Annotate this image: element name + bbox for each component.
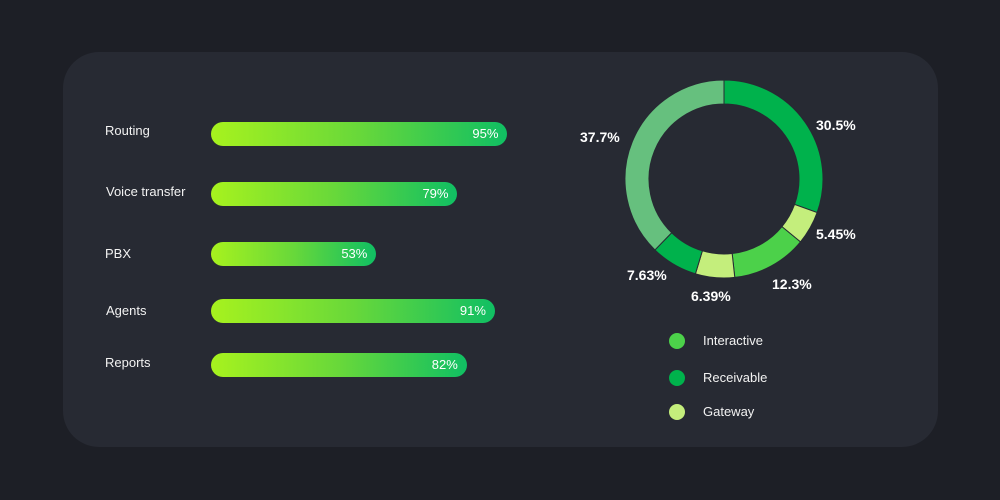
slice-label-37-7: 37.7% — [580, 129, 620, 145]
bar-label-agents: Agents — [106, 303, 147, 318]
bar-routing: 95% — [211, 122, 508, 146]
slice-label-5-45: 5.45% — [816, 226, 856, 242]
bar-value-agents: 91% — [459, 303, 486, 318]
slice-label-6-39: 6.39% — [691, 288, 731, 304]
legend-label-interactive: Interactive — [703, 333, 763, 348]
bar-reports: 82% — [211, 353, 467, 377]
legend-dot-interactive — [669, 333, 685, 349]
slice-label-12-3: 12.3% — [772, 276, 812, 292]
bar-agents: 91% — [211, 299, 495, 323]
bar-label-voice-transfer: Voice transfer — [106, 184, 186, 199]
bar-value-reports: 82% — [431, 357, 458, 372]
slice-label-30-5: 30.5% — [816, 117, 856, 133]
bar-value-routing: 95% — [472, 126, 499, 141]
bar-value-pbx: 53% — [341, 246, 368, 261]
slice-label-7-63: 7.63% — [627, 267, 667, 283]
bar-label-pbx: PBX — [105, 246, 132, 261]
bar-label-routing: Routing — [105, 123, 150, 138]
legend-dot-receivable — [669, 370, 685, 386]
legend-label-gateway: Gateway — [703, 404, 755, 419]
donut-slice-37-7 — [624, 79, 725, 251]
bar-voice-transfer: 79% — [211, 182, 458, 206]
donut-slice-30-5 — [723, 79, 824, 214]
bar-value-voice-transfer: 79% — [422, 186, 449, 201]
bar-label-reports: Reports — [105, 355, 151, 370]
bar-pbx: 53% — [211, 242, 377, 266]
donut-slice-12-3 — [731, 225, 802, 278]
legend-dot-gateway — [669, 404, 685, 420]
legend-label-receivable: Receivable — [703, 370, 768, 385]
